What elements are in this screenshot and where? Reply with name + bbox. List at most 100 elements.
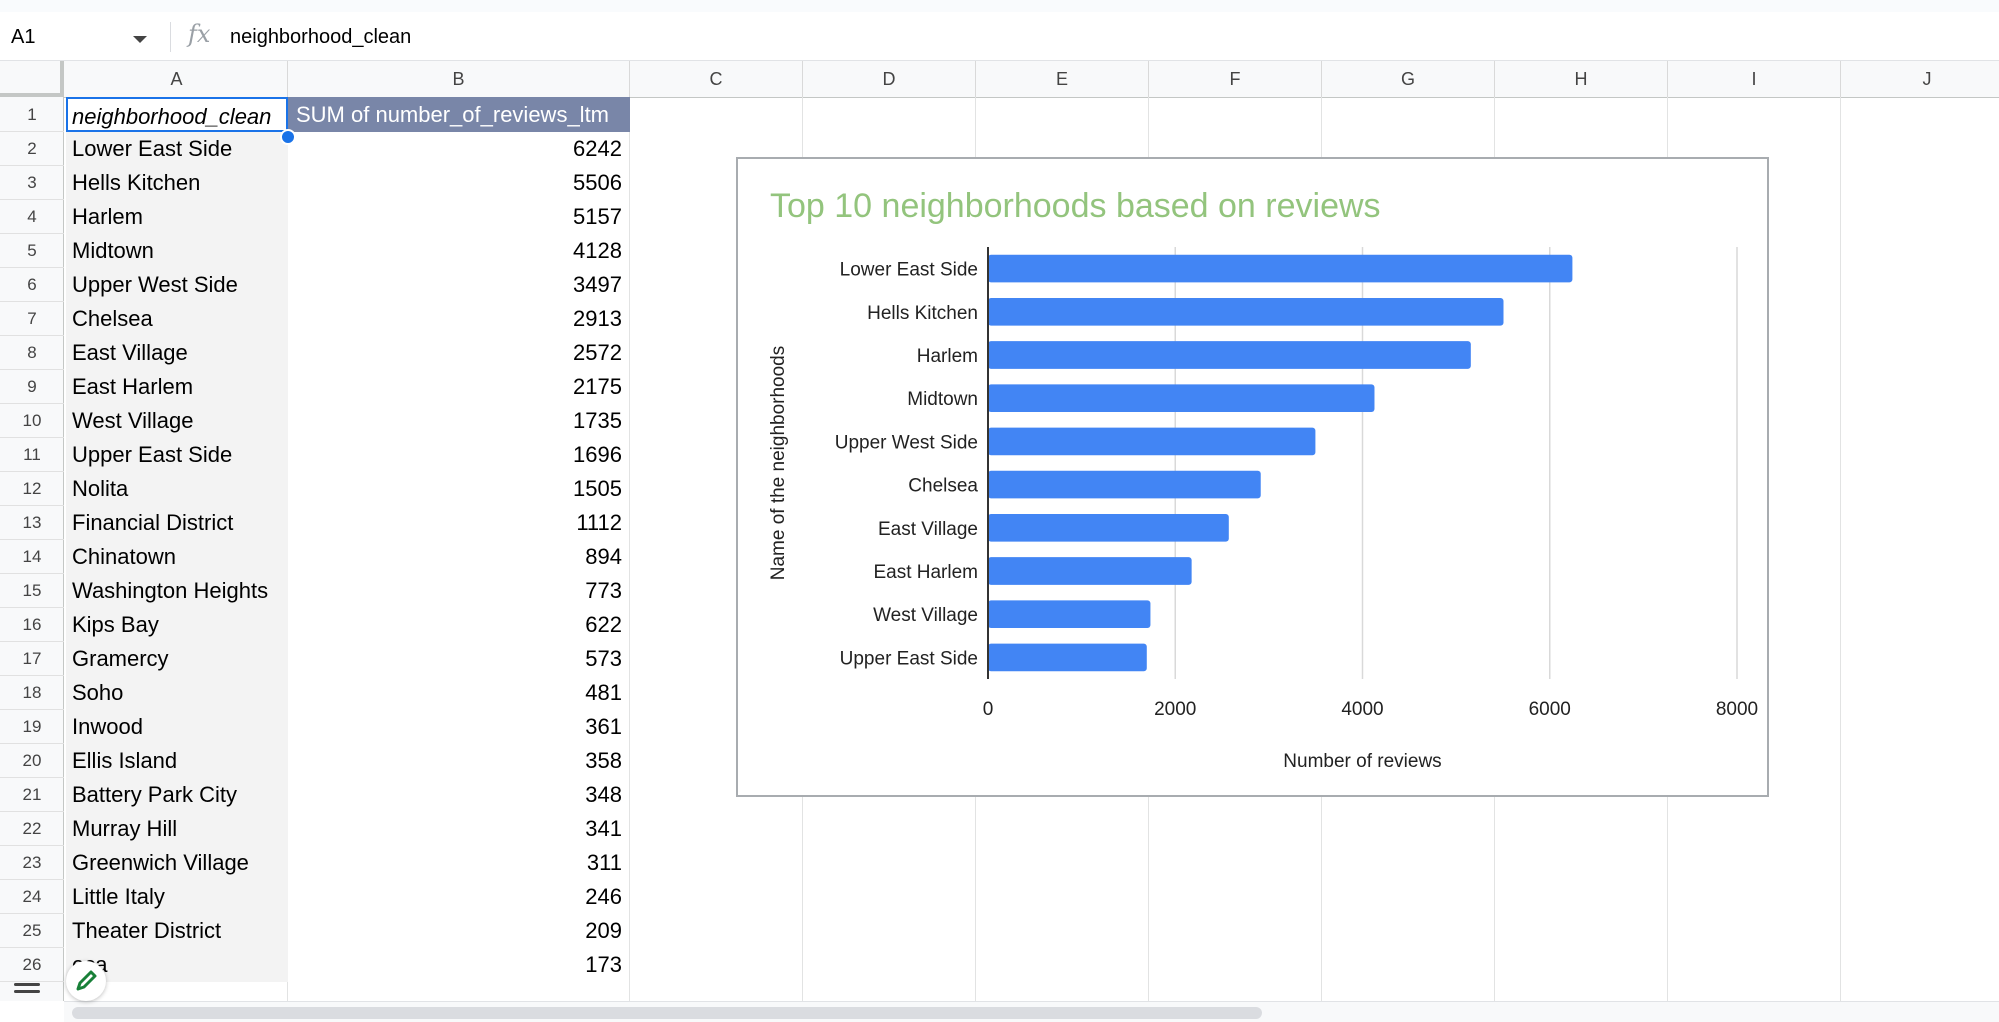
- row-header-6[interactable]: 6: [0, 268, 64, 302]
- horizontal-scrollbar[interactable]: [64, 1001, 1999, 1022]
- reviews-cell[interactable]: 5157: [573, 204, 622, 229]
- neighborhood-cell[interactable]: Theater District: [66, 914, 288, 948]
- header-cell-reviews[interactable]: SUM of number_of_reviews_ltm: [288, 97, 630, 132]
- neighborhood-cell[interactable]: Battery Park City: [66, 778, 288, 812]
- reviews-cell[interactable]: 1735: [573, 408, 622, 433]
- scrollbar-thumb[interactable]: [72, 1007, 1262, 1019]
- row-header-22[interactable]: 22: [0, 812, 64, 846]
- menu-icon[interactable]: [14, 983, 40, 999]
- select-all-corner[interactable]: [0, 61, 64, 97]
- neighborhood-cell[interactable]: Soho: [66, 676, 288, 710]
- reviews-cell[interactable]: 361: [585, 714, 622, 739]
- row-header-17[interactable]: 17: [0, 642, 64, 676]
- neighborhood-cell[interactable]: Gramercy: [66, 642, 288, 676]
- row-header-16[interactable]: 16: [0, 608, 64, 642]
- reviews-cell[interactable]: 358: [585, 748, 622, 773]
- neighborhood-cell[interactable]: East Village: [66, 336, 288, 370]
- neighborhood-cell[interactable]: Little Italy: [66, 880, 288, 914]
- chart[interactable]: Top 10 neighborhoods based on reviews 0 20…: [736, 157, 1769, 797]
- row-header-20[interactable]: 20: [0, 744, 64, 778]
- reviews-cell[interactable]: 573: [585, 646, 622, 671]
- row-header-23[interactable]: 23: [0, 846, 64, 880]
- column-header-j[interactable]: J: [1841, 61, 1999, 97]
- neighborhood-cell[interactable]: Financial District: [66, 506, 288, 540]
- name-box[interactable]: A1: [11, 26, 36, 48]
- column-header-c[interactable]: C: [630, 61, 803, 97]
- neighborhood-cell[interactable]: Lower East Side: [66, 132, 288, 166]
- column-header-g[interactable]: G: [1322, 61, 1495, 97]
- row-header-13[interactable]: 13: [0, 506, 64, 540]
- neighborhood-cell[interactable]: Upper West Side: [66, 268, 288, 302]
- row-header-15[interactable]: 15: [0, 574, 64, 608]
- reviews-cell[interactable]: 6242: [573, 136, 622, 161]
- row-header-26[interactable]: 26: [0, 948, 64, 982]
- reviews-cell[interactable]: 348: [585, 782, 622, 807]
- neighborhood-cell[interactable]: Harlem: [66, 200, 288, 234]
- reviews-cell[interactable]: 209: [585, 918, 622, 943]
- row-header-19[interactable]: 19: [0, 710, 64, 744]
- row-header-10[interactable]: 10: [0, 404, 64, 438]
- reviews-cell[interactable]: 341: [585, 816, 622, 841]
- reviews-cell[interactable]: 5506: [573, 170, 622, 195]
- row-header-2[interactable]: 2: [0, 132, 64, 166]
- reviews-cell[interactable]: 3497: [573, 272, 622, 297]
- reviews-cell[interactable]: 481: [585, 680, 622, 705]
- neighborhood-cell[interactable]: Washington Heights: [66, 574, 288, 608]
- column-header-h[interactable]: H: [1495, 61, 1668, 97]
- neighborhood-cell[interactable]: Chinatown: [66, 540, 288, 574]
- x-tick-label: 0: [983, 699, 994, 720]
- header-cell-neighborhood[interactable]: neighborhood_clean: [66, 97, 288, 132]
- reviews-cell[interactable]: 894: [585, 544, 622, 569]
- row-header-8[interactable]: 8: [0, 336, 64, 370]
- neighborhood-cell[interactable]: Murray Hill: [66, 812, 288, 846]
- reviews-cell[interactable]: 2175: [573, 374, 622, 399]
- reviews-cell[interactable]: 2572: [573, 340, 622, 365]
- neighborhood-cell[interactable]: Upper East Side: [66, 438, 288, 472]
- row-header-5[interactable]: 5: [0, 234, 64, 268]
- column-header-d[interactable]: D: [803, 61, 976, 97]
- column-header-a[interactable]: A: [66, 61, 288, 97]
- neighborhood-cell[interactable]: East Harlem: [66, 370, 288, 404]
- row-header-9[interactable]: 9: [0, 370, 64, 404]
- neighborhood-cell[interactable]: Ellis Island: [66, 744, 288, 778]
- selection-handle[interactable]: [280, 129, 296, 145]
- reviews-cell[interactable]: 622: [585, 612, 622, 637]
- neighborhood-cell[interactable]: Nolita: [66, 472, 288, 506]
- reviews-cell[interactable]: 1505: [573, 476, 622, 501]
- row-header-12[interactable]: 12: [0, 472, 64, 506]
- reviews-cell[interactable]: 173: [585, 952, 622, 977]
- reviews-cell[interactable]: 1112: [576, 510, 622, 535]
- reviews-cell[interactable]: 2913: [573, 306, 622, 331]
- column-header-e[interactable]: E: [976, 61, 1149, 97]
- row-header-18[interactable]: 18: [0, 676, 64, 710]
- reviews-cell[interactable]: 311: [586, 850, 622, 875]
- column-header-i[interactable]: I: [1668, 61, 1841, 97]
- reviews-cell[interactable]: 1696: [573, 442, 622, 467]
- row-header-3[interactable]: 3: [0, 166, 64, 200]
- neighborhood-cell[interactable]: Kips Bay: [66, 608, 288, 642]
- neighborhood-cell[interactable]: Greenwich Village: [66, 846, 288, 880]
- row-header-21[interactable]: 21: [0, 778, 64, 812]
- row-header-4[interactable]: 4: [0, 200, 64, 234]
- row-header-25[interactable]: 25: [0, 914, 64, 948]
- neighborhood-cell[interactable]: West Village: [66, 404, 288, 438]
- reviews-cell[interactable]: 773: [585, 578, 622, 603]
- formula-input[interactable]: neighborhood_clean: [230, 26, 412, 48]
- edit-button[interactable]: [66, 961, 106, 1001]
- neighborhood-cell[interactable]: Midtown: [66, 234, 288, 268]
- row-header-7[interactable]: 7: [0, 302, 64, 336]
- row-header-11[interactable]: 11: [0, 438, 64, 472]
- cell-grid[interactable]: neighborhood_clean SUM of number_of_revie…: [66, 97, 1999, 1001]
- neighborhood-cell[interactable]: Inwood: [66, 710, 288, 744]
- caret-down-icon[interactable]: [133, 36, 147, 43]
- row-header-1[interactable]: 1: [0, 97, 64, 132]
- column-header-b[interactable]: B: [288, 61, 630, 97]
- reviews-cell[interactable]: 246: [585, 884, 622, 909]
- neighborhood-cell[interactable]: Chelsea: [66, 302, 288, 336]
- column-header-f[interactable]: F: [1149, 61, 1322, 97]
- neighborhood-cell[interactable]: Hells Kitchen: [66, 166, 288, 200]
- row-header-14[interactable]: 14: [0, 540, 64, 574]
- reviews-cell[interactable]: 4128: [573, 238, 622, 263]
- x-tick-label: 8000: [1716, 699, 1758, 720]
- row-header-24[interactable]: 24: [0, 880, 64, 914]
